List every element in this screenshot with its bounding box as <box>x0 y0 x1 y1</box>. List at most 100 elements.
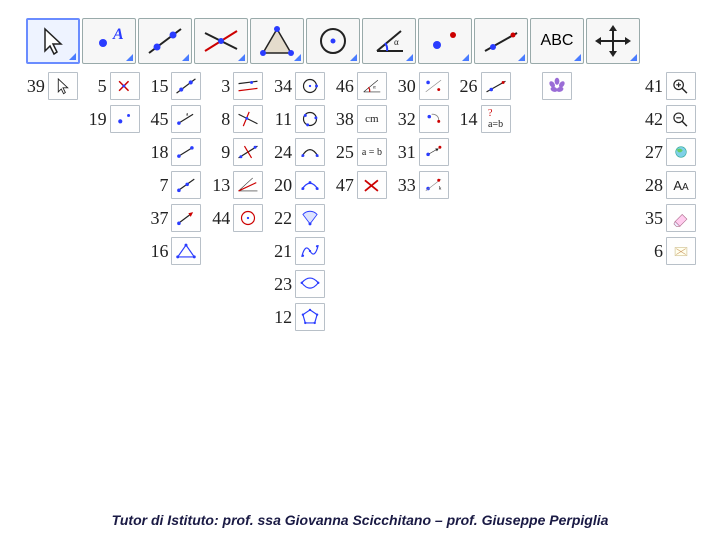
ab-icon: a = b <box>357 138 387 166</box>
tool-column: 34 11 24 20 22 212312 <box>267 70 325 333</box>
triB-icon <box>171 237 201 265</box>
tool-item[interactable] <box>515 70 573 102</box>
text-tool[interactable]: ABC <box>530 18 584 64</box>
tool-item[interactable]: 26 <box>453 70 511 102</box>
tool-number: 34 <box>272 76 292 97</box>
tool-item[interactable]: 25a = b <box>329 136 387 168</box>
tool-item[interactable]: 30 <box>391 70 449 102</box>
tool-column: 39 <box>20 70 78 333</box>
tool-item[interactable]: 37 <box>144 202 202 234</box>
slider-tool[interactable] <box>474 18 528 64</box>
globe-icon <box>666 138 696 166</box>
dilate-icon: k <box>419 171 449 199</box>
polygon-tool[interactable] <box>250 18 304 64</box>
tool-number: 31 <box>396 142 416 163</box>
angle-tool[interactable]: α <box>362 18 416 64</box>
tool-item[interactable]: 21 <box>267 235 325 267</box>
tool-item[interactable]: 28AA <box>638 169 696 201</box>
tool-item[interactable]: 47 <box>329 169 387 201</box>
tool-number: 30 <box>396 76 416 97</box>
tool-number: 46 <box>334 76 354 97</box>
move-tool[interactable] <box>586 18 640 64</box>
tool-number: 6 <box>643 241 663 262</box>
tool-item[interactable]: 13 <box>205 169 263 201</box>
tool-number: 25 <box>334 142 354 163</box>
tool-number: 14 <box>458 109 478 130</box>
rotateP-icon <box>419 105 449 133</box>
tool-item[interactable]: 42 <box>638 103 696 135</box>
tool-item[interactable]: 15 <box>144 70 202 102</box>
tool-number: 9 <box>210 142 230 163</box>
tool-item[interactable]: 7 <box>144 169 202 201</box>
tool-item[interactable]: 22 <box>267 202 325 234</box>
del-icon <box>666 237 696 265</box>
bisector-icon <box>233 171 263 199</box>
tool-item[interactable]: 12 <box>267 301 325 333</box>
tool-number: 5 <box>87 76 107 97</box>
tool-item[interactable]: 16 <box>144 235 202 267</box>
svg-text:α: α <box>373 85 376 90</box>
tool-column <box>576 70 634 333</box>
tool-item[interactable]: 5 <box>82 70 140 102</box>
tool-item[interactable]: 35 <box>638 202 696 234</box>
tool-item[interactable]: 33k <box>391 169 449 201</box>
tool-item[interactable]: 41 <box>638 70 696 102</box>
tool-column: 46α38cm25a = b47 <box>329 70 387 333</box>
tool-number: 26 <box>458 76 478 97</box>
tool-item[interactable]: 20 <box>267 169 325 201</box>
tool-item[interactable]: 23 <box>267 268 325 300</box>
tool-item[interactable]: 14?a=b <box>453 103 511 135</box>
reflect-tool[interactable] <box>418 18 472 64</box>
tool-number: 22 <box>272 208 292 229</box>
line2-icon <box>171 72 201 100</box>
tool-number: 18 <box>148 142 168 163</box>
tool-column: 41 422728AA35 6 <box>638 70 696 333</box>
aeqb-icon: ?a=b <box>481 105 511 133</box>
tool-number: 13 <box>210 175 230 196</box>
tool-item[interactable]: 18 <box>144 136 202 168</box>
circle-tool[interactable] <box>306 18 360 64</box>
tool-item[interactable]: 8 <box>205 103 263 135</box>
tool-item[interactable]: 31 <box>391 136 449 168</box>
tool-item[interactable]: 19 <box>82 103 140 135</box>
tool-column <box>515 70 573 333</box>
tool-number: 24 <box>272 142 292 163</box>
tool-number: 3 <box>210 76 230 97</box>
tool-item[interactable]: 6 <box>638 235 696 267</box>
arrow-tool[interactable] <box>26 18 80 64</box>
tool-column: 1545a 18 73716 <box>144 70 202 333</box>
line-tool[interactable] <box>138 18 192 64</box>
tool-item[interactable]: 27 <box>638 136 696 168</box>
tool-number: 39 <box>25 76 45 97</box>
tool-number: 19 <box>87 109 107 130</box>
tool-item[interactable]: 39 <box>20 70 78 102</box>
circDot-icon <box>295 72 325 100</box>
point-tool[interactable]: A <box>82 18 136 64</box>
segment2-icon <box>171 138 201 166</box>
tool-item[interactable]: 34 <box>267 70 325 102</box>
tool-item[interactable]: 32 <box>391 103 449 135</box>
zoomin-icon <box>666 72 696 100</box>
svg-text:k: k <box>438 186 441 192</box>
perp-tool[interactable] <box>194 18 248 64</box>
angleS-icon: α <box>357 72 387 100</box>
tool-column: 5 19 <box>82 70 140 333</box>
cursor-icon <box>48 72 78 100</box>
tool-item[interactable]: 44 <box>205 202 263 234</box>
footer-text: Tutor di Istituto: prof. ssa Giovanna Sc… <box>0 512 720 528</box>
perpRed-icon <box>233 105 263 133</box>
sector-icon <box>295 204 325 232</box>
tool-item[interactable]: 11 <box>267 103 325 135</box>
tool-item[interactable]: 46 α <box>329 70 387 102</box>
translate-icon <box>419 138 449 166</box>
twodotsS-icon <box>110 105 140 133</box>
tool-item[interactable]: 3 <box>205 70 263 102</box>
pointX-icon <box>110 72 140 100</box>
tool-item[interactable]: 45a <box>144 103 202 135</box>
tool-item[interactable]: 38cm <box>329 103 387 135</box>
main-toolbar: Aα ABC <box>18 18 702 64</box>
tool-item[interactable]: 24 <box>267 136 325 168</box>
tool-number: 41 <box>643 76 663 97</box>
segment-icon: a <box>171 105 201 133</box>
tool-item[interactable]: 9 <box>205 136 263 168</box>
